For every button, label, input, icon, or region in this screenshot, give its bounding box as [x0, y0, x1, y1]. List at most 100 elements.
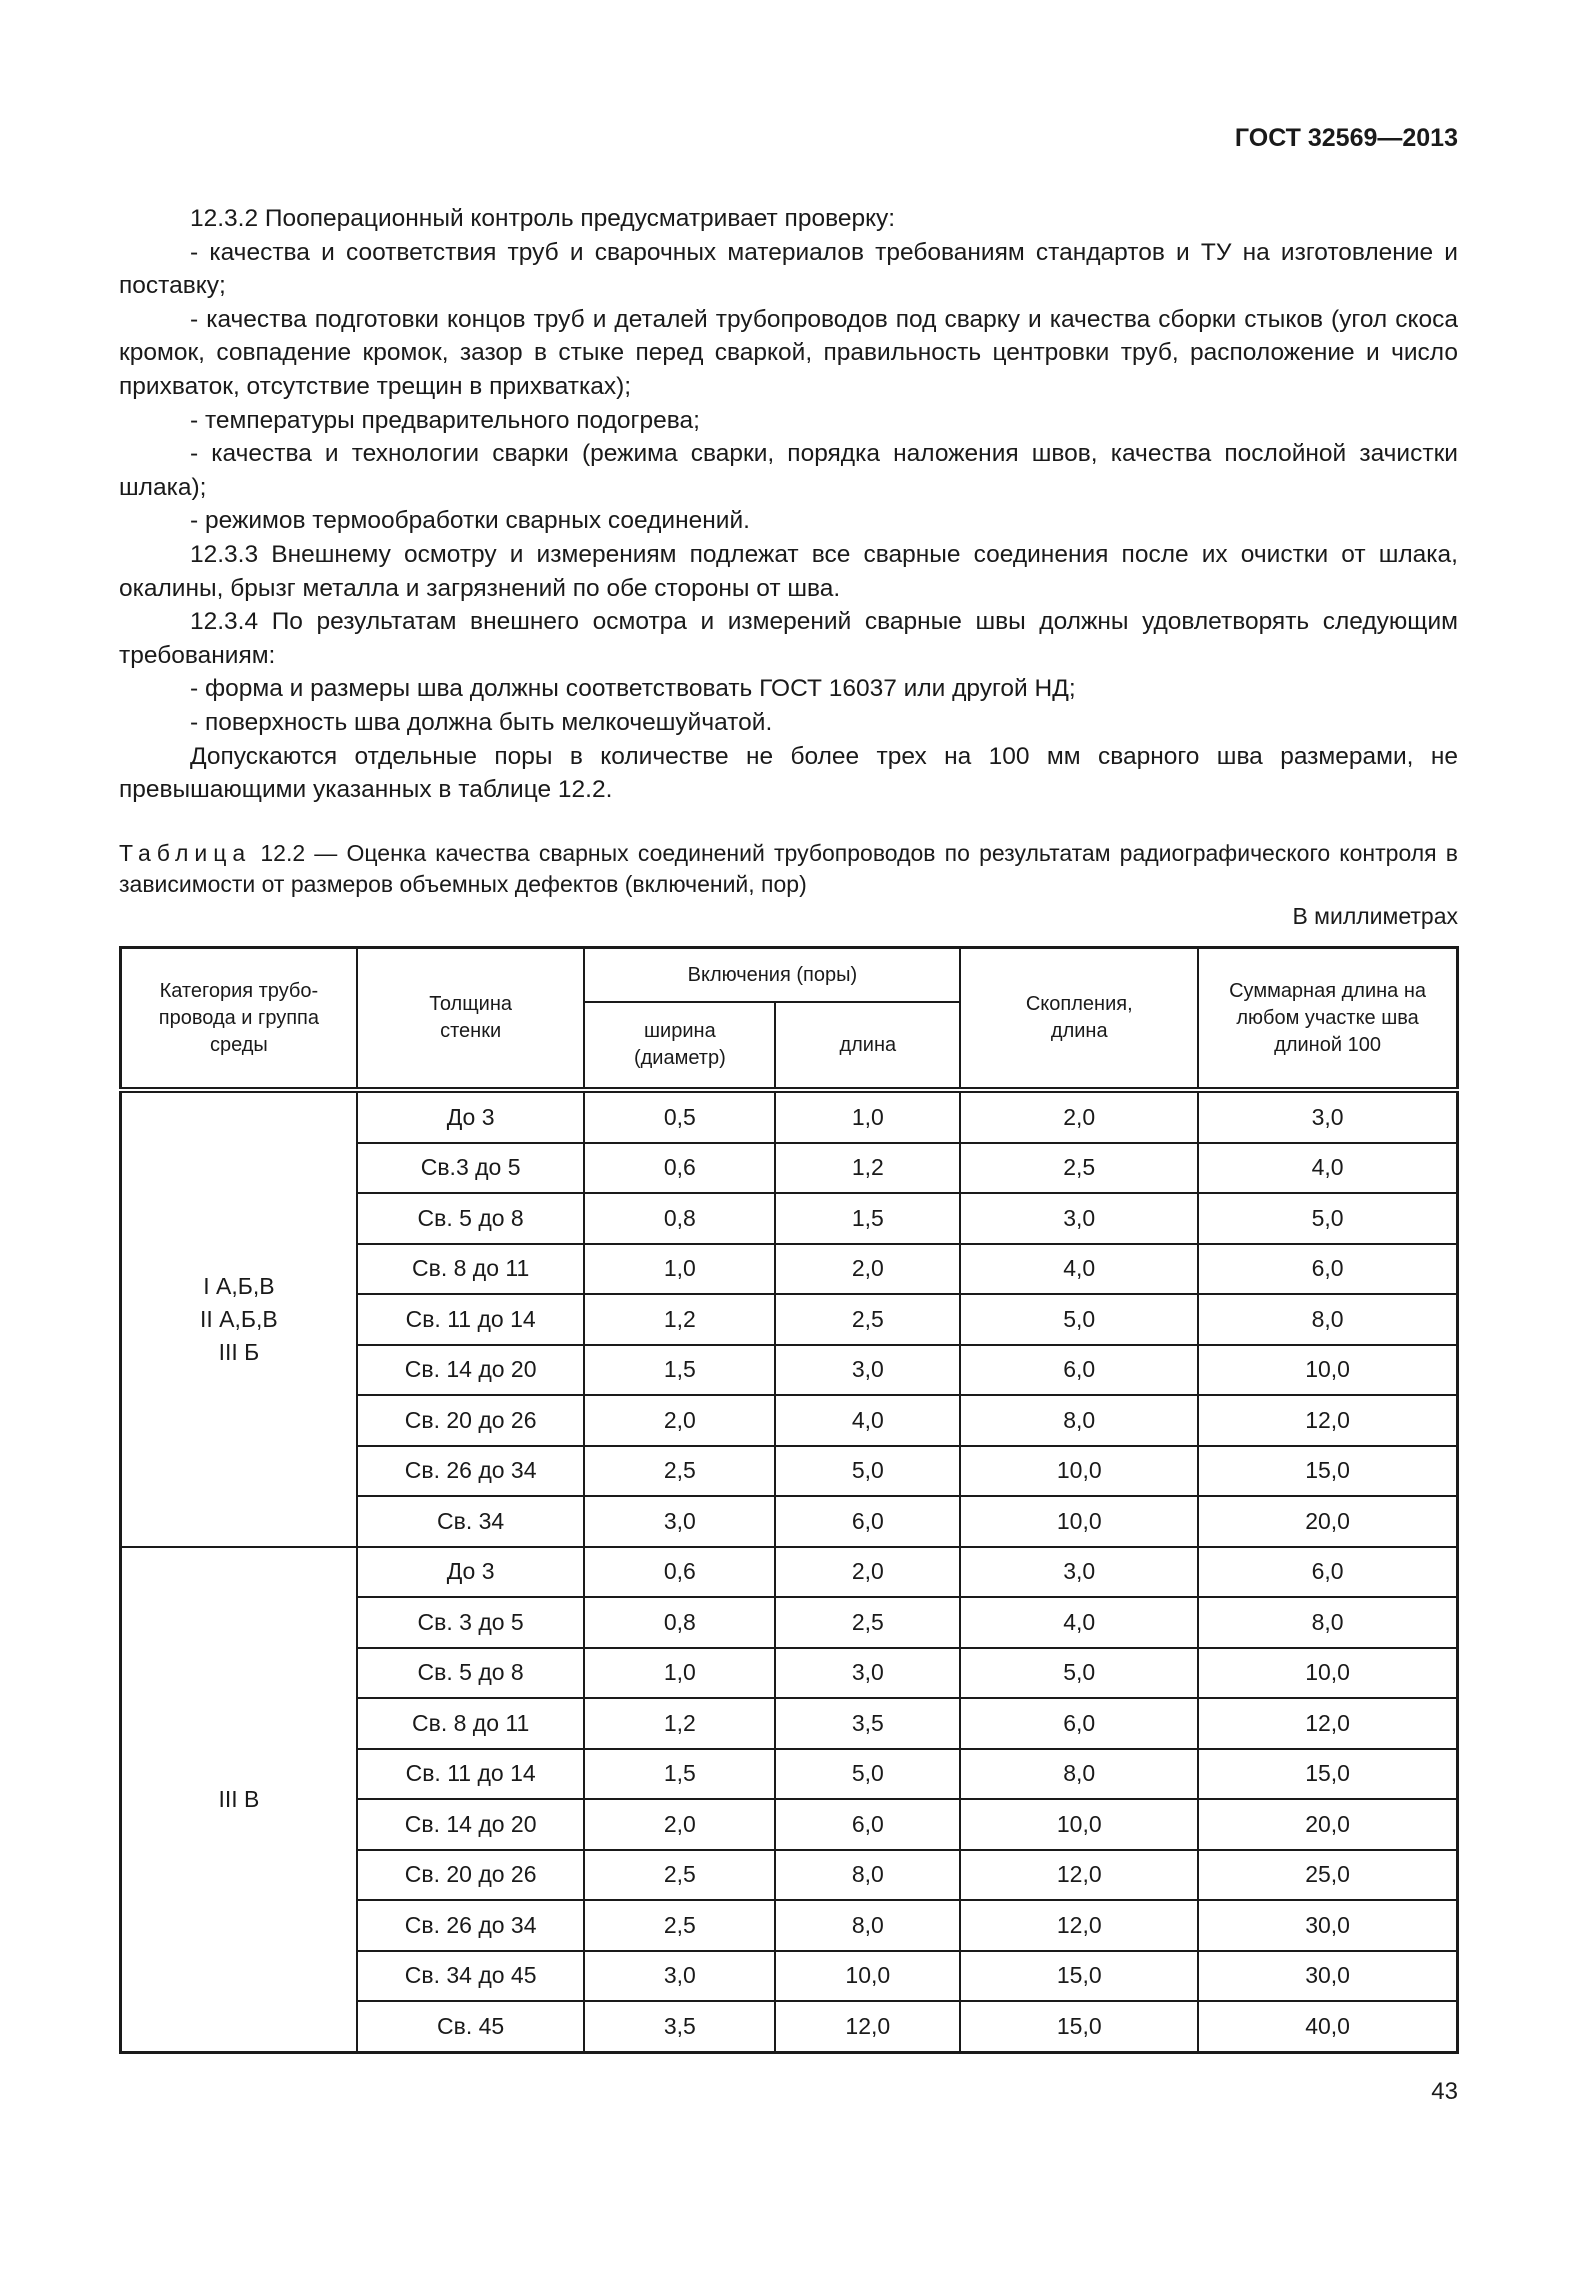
- paragraph: - качества и технологии сварки (режима с…: [119, 440, 1458, 501]
- defects-table: Категория трубо-провода и группа среды Т…: [119, 946, 1459, 2054]
- category-label: III Б: [218, 1338, 260, 1365]
- value-cell: 3,5: [774, 1697, 962, 1750]
- table-caption-label: Таблица: [119, 840, 252, 866]
- value-cell: 3,0: [774, 1343, 962, 1396]
- thickness-cell: Св. 26 до 34: [355, 1444, 586, 1497]
- body-text: 12.3.2 Пооперационный контроль предусмат…: [119, 202, 1458, 807]
- value-cell: 8,0: [774, 1848, 962, 1901]
- category-cell: I А,Б,В II А,Б,В III Б: [119, 1087, 358, 1548]
- value-cell: 4,0: [774, 1394, 962, 1447]
- value-cell: 10,0: [959, 1798, 1200, 1851]
- paragraph: - форма и размеры шва должны соответство…: [190, 675, 1076, 703]
- category-label: II А,Б,В: [200, 1305, 278, 1332]
- table-caption: Таблица 12.2 — Оценка качества сварных с…: [119, 838, 1458, 900]
- thickness-cell: До 3: [355, 1087, 586, 1144]
- value-cell: 6,0: [774, 1798, 962, 1851]
- value-cell: 2,5: [774, 1293, 962, 1346]
- value-cell: 2,0: [774, 1242, 962, 1295]
- value-cell: 2,5: [959, 1141, 1200, 1194]
- value-cell: 1,5: [583, 1343, 777, 1396]
- thickness-cell: Св. 11 до 14: [355, 1747, 586, 1800]
- paragraph: - поверхность шва должна быть мелкочешуй…: [190, 708, 773, 736]
- paragraph: - режимов термообработки сварных соедине…: [190, 507, 750, 535]
- table-row: Св. 3 до 5 0,8 2,5 4,0 8,0: [121, 1596, 1459, 1649]
- thickness-cell: Св. 20 до 26: [355, 1848, 586, 1901]
- value-cell: 2,0: [959, 1087, 1200, 1144]
- paragraph: - качества подготовки концов труб и дета…: [119, 305, 1458, 400]
- thickness-cell: Св. 5 до 8: [355, 1646, 586, 1699]
- value-cell: 0,6: [583, 1141, 777, 1194]
- value-cell: 12,0: [774, 2000, 962, 2053]
- page-number: 43: [1431, 2078, 1458, 2105]
- category-cell: III В: [119, 1545, 358, 2053]
- table-row: I А,Б,В II А,Б,В III Б До 3 0,5 1,0 2,0 3,0: [119, 1087, 1459, 1548]
- value-cell: 6,0: [959, 1343, 1200, 1396]
- table-row: Св. 26 до 34 2,5 5,0 10,0 15,0: [121, 1444, 1459, 1497]
- value-cell: 8,0: [959, 1394, 1200, 1447]
- value-cell: 6,0: [774, 1495, 962, 1548]
- table-row: Св. 11 до 14 1,2 2,5 5,0 8,0: [121, 1293, 1459, 1346]
- paragraph: - качества и соответствия труб и сварочн…: [119, 238, 1458, 300]
- category-label: III В: [218, 1785, 260, 1812]
- value-cell: 10,0: [959, 1495, 1200, 1548]
- header-width: ширина (диаметр): [583, 1001, 777, 1091]
- value-cell: 6,0: [1197, 1545, 1459, 1598]
- value-cell: 3,0: [583, 1495, 777, 1548]
- thickness-cell: Св. 8 до 11: [355, 1242, 586, 1295]
- value-cell: 20,0: [1197, 1495, 1459, 1548]
- value-cell: 30,0: [1197, 1899, 1459, 1952]
- value-cell: 15,0: [959, 2000, 1200, 2053]
- thickness-cell: Св. 34: [355, 1495, 586, 1548]
- table-caption-text: 12.2 — Оценка качества сварных соединени…: [119, 840, 1458, 897]
- value-cell: 0,5: [583, 1087, 777, 1144]
- paragraph: - температуры предварительного подогрева…: [190, 406, 700, 434]
- value-cell: 10,0: [1197, 1646, 1459, 1699]
- thickness-cell: Св. 5 до 8: [355, 1192, 586, 1245]
- value-cell: 8,0: [774, 1899, 962, 1952]
- value-cell: 2,0: [583, 1394, 777, 1447]
- table-row: Св.3 до 5 0,6 1,2 2,5 4,0: [121, 1141, 1459, 1194]
- thickness-cell: Св. 34 до 45: [355, 1949, 586, 2002]
- value-cell: 2,5: [583, 1848, 777, 1901]
- value-cell: 20,0: [1197, 1798, 1459, 1851]
- table-row: Св. 34 до 45 3,0 10,0 15,0 30,0: [121, 1949, 1459, 2002]
- header-clusters: Скопления, длина: [959, 946, 1200, 1091]
- value-cell: 1,5: [774, 1192, 962, 1245]
- paragraph: 12.3.2 Пооперационный контроль предусмат…: [190, 205, 896, 232]
- value-cell: 1,5: [583, 1747, 777, 1800]
- value-cell: 2,5: [583, 1444, 777, 1497]
- value-cell: 3,0: [774, 1646, 962, 1699]
- value-cell: 1,0: [583, 1242, 777, 1295]
- thickness-cell: Св. 26 до 34: [355, 1899, 586, 1952]
- value-cell: 5,0: [774, 1444, 962, 1497]
- table-row: Св. 11 до 14 1,5 5,0 8,0 15,0: [121, 1747, 1459, 1800]
- value-cell: 3,5: [583, 2000, 777, 2053]
- value-cell: 1,2: [583, 1293, 777, 1346]
- value-cell: 1,2: [583, 1697, 777, 1750]
- table-row: Св. 26 до 34 2,5 8,0 12,0 30,0: [121, 1899, 1459, 1952]
- table-row: Св. 8 до 11 1,0 2,0 4,0 6,0: [121, 1242, 1459, 1295]
- value-cell: 1,2: [774, 1141, 962, 1194]
- table-row: Св. 14 до 20 2,0 6,0 10,0 20,0: [121, 1798, 1459, 1851]
- value-cell: 5,0: [1197, 1192, 1459, 1245]
- table-row: III В До 3 0,6 2,0 3,0 6,0: [119, 1545, 1459, 2053]
- value-cell: 10,0: [774, 1949, 962, 2002]
- thickness-cell: Св. 20 до 26: [355, 1394, 586, 1447]
- thickness-cell: Св. 45: [355, 2000, 586, 2053]
- value-cell: 3,0: [959, 1545, 1200, 1598]
- value-cell: 5,0: [959, 1293, 1200, 1346]
- value-cell: 0,8: [583, 1596, 777, 1649]
- value-cell: 0,6: [583, 1545, 777, 1598]
- table-unit: В миллиметрах: [1292, 903, 1458, 929]
- thickness-cell: Св. 8 до 11: [355, 1697, 586, 1750]
- value-cell: 2,0: [774, 1545, 962, 1598]
- category-label: I А,Б,В: [203, 1272, 275, 1299]
- header-category: Категория трубо-провода и группа среды: [119, 946, 358, 1091]
- table-row: Св. 8 до 11 1,2 3,5 6,0 12,0: [121, 1697, 1459, 1750]
- value-cell: 10,0: [959, 1444, 1200, 1497]
- value-cell: 4,0: [959, 1242, 1200, 1295]
- value-cell: 15,0: [1197, 1747, 1459, 1800]
- value-cell: 5,0: [774, 1747, 962, 1800]
- value-cell: 3,0: [1197, 1087, 1459, 1144]
